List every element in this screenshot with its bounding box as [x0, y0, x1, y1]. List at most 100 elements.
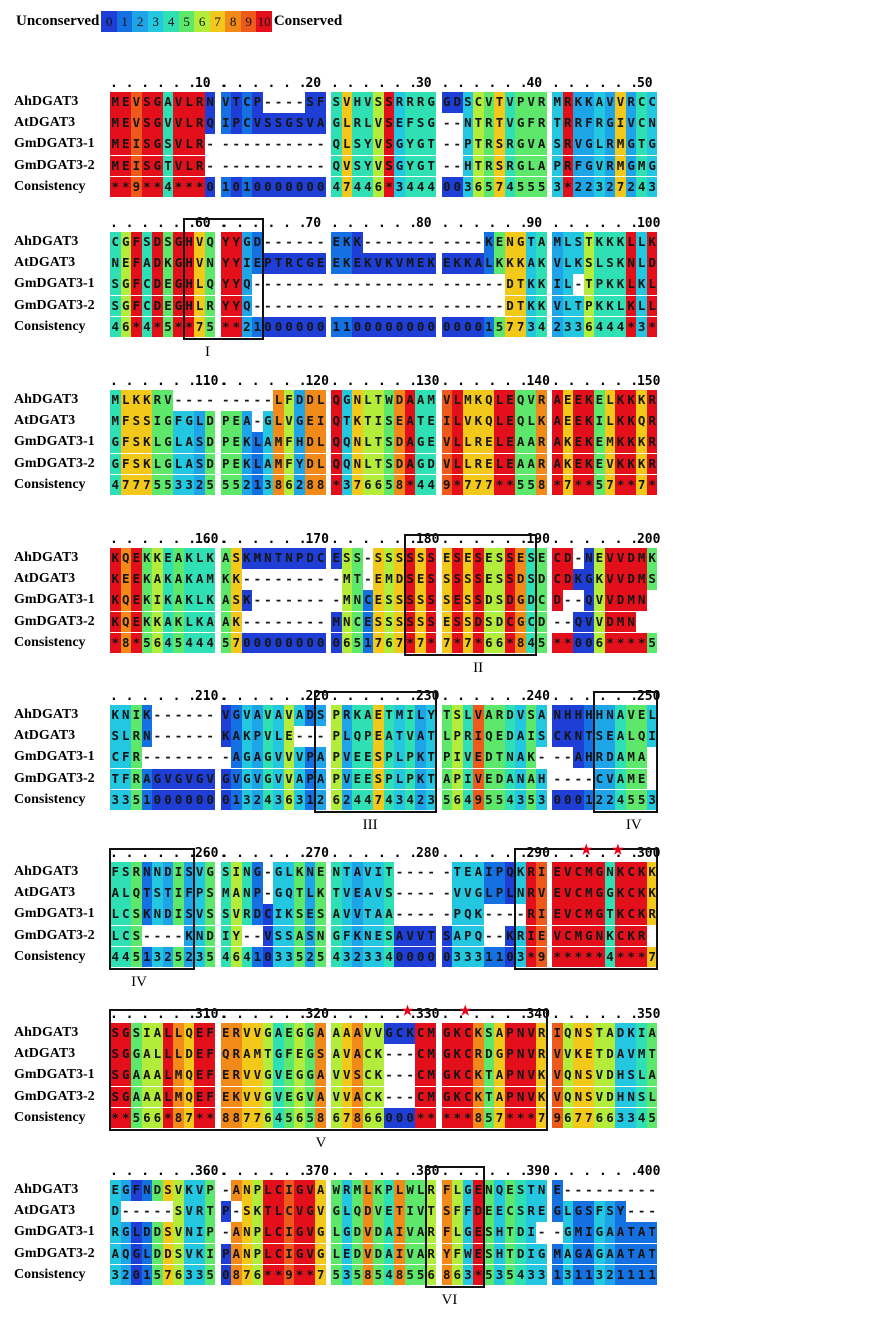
residue-cell: L	[173, 432, 184, 453]
residue-cell: G	[294, 411, 305, 432]
residue-cell: P	[252, 92, 263, 113]
residue-cell: -	[473, 232, 484, 253]
consistency-cell: 5	[283, 1107, 295, 1129]
residue-cell: F	[173, 411, 184, 432]
residue-cell: R	[394, 92, 405, 113]
residue-cell: -	[304, 726, 316, 747]
residue-cell: V	[241, 705, 253, 726]
consistency-cell: 3	[594, 1264, 605, 1286]
residue-cell: M	[552, 232, 563, 253]
residue-cell: -	[120, 1201, 132, 1222]
residue-cell: A	[536, 705, 547, 726]
residue-cell: V	[483, 92, 495, 113]
consistency-cell: 7	[352, 474, 363, 496]
residue-cell: E	[162, 548, 174, 569]
residue-cell: S	[404, 548, 416, 569]
consistency-cell: *	[452, 1107, 463, 1129]
residue-cell: G	[120, 1086, 132, 1108]
residue-cell: -	[425, 862, 437, 883]
residue-cell: R	[110, 1222, 121, 1243]
row-name: GmDGAT3-2	[14, 157, 95, 173]
consistency-cell: *	[552, 946, 563, 968]
residue-cell: I	[152, 411, 163, 432]
residue-cell: N	[352, 590, 363, 611]
residue-cell: D	[152, 295, 163, 317]
residue-cell: M	[273, 432, 284, 453]
residue-cell: S	[515, 1180, 526, 1201]
residue-cell: K	[162, 590, 174, 611]
residue-cell: -	[494, 904, 505, 925]
consistency-cell: 7	[373, 632, 384, 654]
consistency-cell: 8	[394, 1264, 405, 1286]
residue-cell: F	[315, 92, 326, 113]
consistency-cell: 8	[231, 1264, 242, 1286]
residue-cell: E	[120, 113, 132, 134]
ruler-number: 320	[305, 1007, 329, 1022]
residue-cell: F	[283, 1044, 295, 1065]
consistency-cell: *	[110, 632, 121, 654]
residue-cell: V	[552, 1065, 563, 1086]
residue-cell: G	[120, 295, 132, 317]
consistency-cell: 4	[352, 789, 363, 811]
residue-cell: D	[162, 1243, 174, 1265]
residue-cell: S	[262, 113, 274, 134]
residue-cell: E	[220, 1086, 231, 1108]
residue-cell: D	[352, 1243, 363, 1265]
consistency-cell: 1	[573, 1264, 584, 1286]
residue-cell: N	[362, 925, 374, 947]
motif-label-V: V	[315, 1135, 327, 1151]
residue-cell: V	[594, 1086, 605, 1108]
residue-cell: P	[383, 747, 395, 768]
residue-cell: S	[173, 1243, 184, 1265]
consistency-cell: 2	[315, 789, 326, 811]
residue-cell: I	[441, 411, 452, 432]
residue-cell: G	[583, 925, 595, 947]
ruler-number: 290	[526, 846, 550, 861]
residue-cell: D	[625, 548, 637, 569]
residue-cell: K	[625, 390, 637, 411]
conserved-cysteine-star-icon: ★	[579, 836, 593, 861]
residue-cell: N	[515, 1086, 526, 1108]
consistency-cell: 7	[231, 632, 242, 654]
consistency-cell: 5	[536, 176, 547, 198]
consistency-cell: 3	[452, 946, 463, 968]
consistency-cell: 4	[241, 946, 253, 968]
residue-cell: K	[152, 548, 163, 569]
residue-cell: -	[304, 232, 316, 253]
residue-cell: -	[294, 134, 305, 155]
residue-cell: -	[425, 295, 437, 317]
residue-cell: E	[304, 411, 316, 432]
residue-cell: K	[173, 611, 184, 633]
residue-cell: Q	[562, 1086, 574, 1108]
consistency-cell: 5	[483, 1107, 495, 1129]
consistency-cell: *	[625, 316, 637, 338]
residue-cell: S	[204, 883, 216, 904]
residue-cell: M	[625, 747, 637, 768]
residue-cell: F	[183, 883, 195, 904]
residue-cell: K	[604, 274, 616, 295]
consistency-cell: 3	[494, 1264, 505, 1286]
residue-cell: -	[294, 92, 305, 113]
consistency-cell: 6	[425, 1264, 437, 1286]
residue-cell: S	[552, 134, 563, 155]
residue-cell: S	[352, 134, 363, 155]
consistency-cell: 1	[483, 316, 495, 338]
residue-cell: -	[573, 548, 584, 569]
residue-cell: -	[415, 232, 426, 253]
residue-cell: L	[110, 904, 121, 925]
residue-cell: -	[152, 705, 163, 726]
residue-cell: Q	[204, 274, 216, 295]
consistency-cell: 7	[373, 789, 384, 811]
residue-cell: -	[294, 295, 305, 317]
consistency-cell: *	[141, 176, 153, 198]
residue-cell: E	[362, 747, 374, 768]
consistency-cell: *	[625, 632, 637, 654]
residue-cell: K	[162, 253, 174, 274]
residue-cell: -	[252, 274, 263, 295]
residue-cell: -	[352, 274, 363, 295]
residue-cell: T	[415, 411, 426, 432]
row-name: AtDGAT3	[14, 115, 76, 131]
residue-cell: -	[304, 155, 316, 177]
residue-cell: T	[231, 92, 242, 113]
consistency-cell: 6	[494, 632, 505, 654]
